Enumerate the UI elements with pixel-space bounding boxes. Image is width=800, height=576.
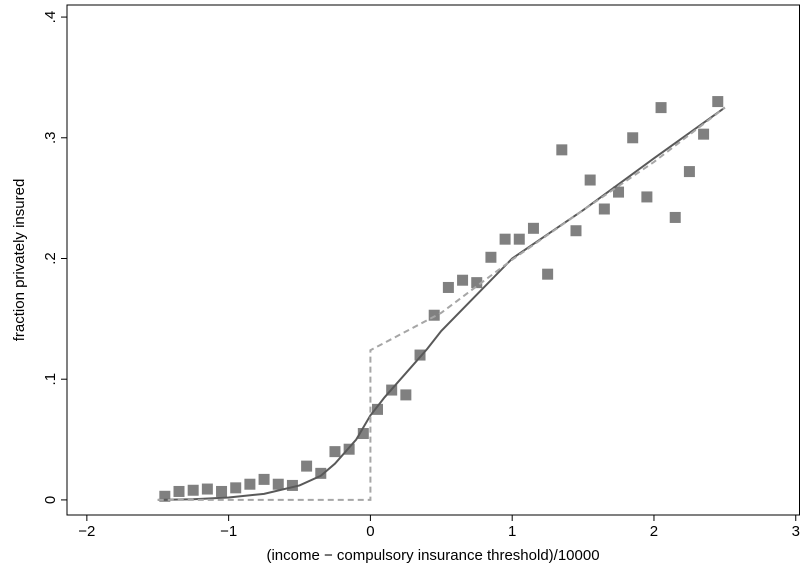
data-point bbox=[244, 478, 256, 490]
fit-line bbox=[157, 106, 726, 501]
x-tick-label: 2 bbox=[650, 523, 658, 540]
data-point bbox=[442, 281, 454, 293]
data-point bbox=[669, 211, 681, 223]
data-point bbox=[159, 490, 171, 502]
y-tick-label: 0 bbox=[42, 496, 59, 504]
data-point bbox=[286, 479, 298, 491]
data-point bbox=[201, 483, 213, 495]
x-tick-label: −2 bbox=[78, 523, 95, 540]
data-point bbox=[471, 277, 483, 289]
data-point bbox=[499, 233, 511, 245]
data-point bbox=[230, 482, 242, 494]
data-point bbox=[343, 443, 355, 455]
data-point bbox=[315, 467, 327, 479]
data-point bbox=[542, 268, 554, 280]
data-point bbox=[556, 144, 568, 156]
x-tick-label: 0 bbox=[366, 523, 374, 540]
data-point bbox=[187, 484, 199, 496]
data-point bbox=[173, 485, 185, 497]
data-point bbox=[371, 403, 383, 415]
data-point bbox=[216, 485, 228, 497]
data-point bbox=[613, 186, 625, 198]
data-point bbox=[400, 389, 412, 401]
data-point bbox=[655, 102, 667, 114]
data-point bbox=[329, 446, 341, 458]
y-axis-label: fraction privately insured bbox=[11, 179, 28, 342]
data-point bbox=[301, 460, 313, 472]
y-tick-label: .1 bbox=[42, 373, 59, 386]
data-point bbox=[712, 96, 724, 108]
data-point bbox=[272, 478, 284, 490]
y-tick-label: .4 bbox=[42, 11, 59, 24]
x-tick-label: 3 bbox=[792, 523, 800, 540]
data-point bbox=[527, 222, 539, 234]
x-tick-label: 1 bbox=[508, 523, 516, 540]
data-point bbox=[513, 233, 525, 245]
data-point bbox=[357, 428, 369, 440]
data-point bbox=[485, 251, 497, 263]
x-axis-label: (income − compulsory insurance threshold… bbox=[266, 547, 599, 564]
fit-line bbox=[157, 106, 726, 501]
x-tick-label: −1 bbox=[220, 523, 237, 540]
data-point bbox=[457, 274, 469, 286]
data-point bbox=[627, 132, 639, 144]
data-point bbox=[414, 349, 426, 361]
data-point bbox=[584, 174, 596, 186]
data-point bbox=[570, 225, 582, 237]
data-point bbox=[698, 128, 710, 140]
y-tick-label: .2 bbox=[42, 252, 59, 265]
data-point bbox=[683, 166, 695, 178]
plot-frame bbox=[66, 4, 800, 516]
data-point bbox=[598, 203, 610, 215]
y-tick-label: .3 bbox=[42, 132, 59, 145]
data-point bbox=[641, 191, 653, 203]
data-point bbox=[258, 473, 270, 485]
data-point bbox=[428, 309, 440, 321]
